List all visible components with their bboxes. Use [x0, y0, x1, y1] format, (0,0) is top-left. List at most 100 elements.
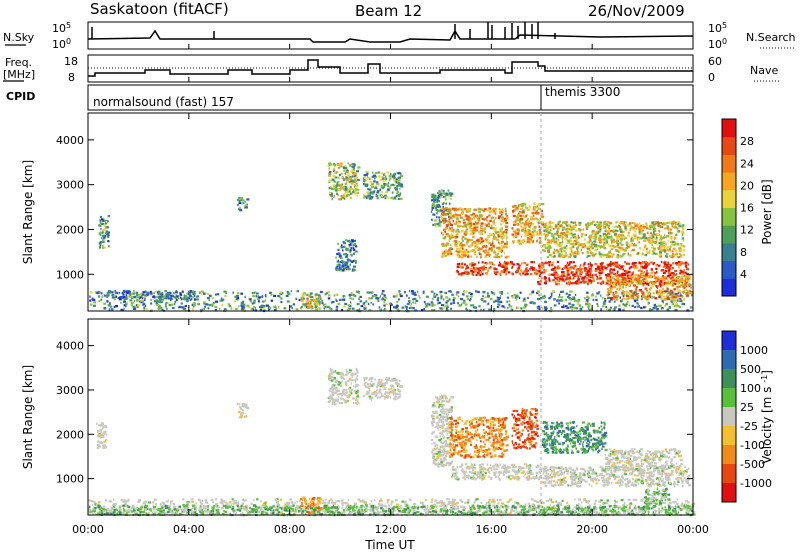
data-cell	[381, 298, 384, 301]
data-cell	[645, 266, 647, 269]
data-cell	[183, 294, 186, 297]
data-cell	[477, 248, 479, 251]
data-cell	[440, 297, 443, 300]
data-cell	[473, 226, 476, 230]
data-cell	[652, 250, 655, 253]
data-cell	[450, 307, 452, 310]
data-cell	[572, 245, 575, 248]
data-cell	[471, 232, 475, 235]
data-cell	[670, 243, 674, 246]
data-cell	[557, 225, 560, 229]
data-cell	[646, 250, 649, 253]
data-cell	[548, 239, 551, 243]
data-cell	[137, 500, 141, 503]
beam-title: Beam 12	[355, 2, 422, 20]
data-cell	[600, 282, 602, 285]
data-cell	[587, 296, 590, 299]
data-cell	[306, 293, 309, 296]
data-cell	[324, 293, 327, 296]
data-cell	[652, 231, 655, 234]
data-cell	[674, 282, 677, 286]
data-cell	[670, 297, 673, 300]
data-cell	[568, 293, 571, 296]
data-cell	[648, 294, 651, 297]
data-cell	[492, 227, 494, 230]
data-cell	[474, 245, 477, 248]
data-cell	[573, 254, 575, 257]
data-cell	[590, 265, 593, 268]
data-cell	[682, 273, 685, 276]
data-cell	[324, 501, 327, 504]
data-cell	[608, 263, 612, 266]
data-cell	[135, 294, 139, 297]
data-cell	[653, 274, 656, 277]
data-cell	[526, 219, 528, 223]
data-cell	[386, 171, 390, 174]
data-cell	[161, 501, 165, 504]
data-cell	[373, 505, 377, 508]
data-cell	[445, 192, 449, 195]
data-cell	[386, 188, 390, 191]
data-cell	[532, 214, 535, 217]
data-cell	[445, 250, 449, 253]
data-cell	[534, 226, 537, 229]
data-cell	[380, 308, 383, 311]
data-cell	[434, 194, 437, 197]
data-cell	[490, 226, 493, 230]
data-cell	[562, 274, 566, 277]
data-cell	[488, 242, 492, 245]
data-cell	[637, 227, 640, 230]
data-cell	[410, 498, 412, 501]
data-cell	[382, 177, 385, 180]
data-cell	[377, 190, 380, 193]
data-cell	[605, 242, 607, 245]
data-cell	[305, 301, 309, 304]
data-cell	[522, 226, 525, 229]
data-cell	[638, 279, 640, 282]
data-cell	[122, 309, 125, 312]
data-cell	[162, 295, 164, 298]
data-cell	[452, 220, 454, 223]
data-cell	[367, 302, 370, 305]
data-cell	[432, 213, 435, 216]
data-cell	[545, 222, 547, 225]
data-cell	[504, 242, 508, 245]
data-cell	[335, 268, 339, 271]
data-cell	[666, 290, 669, 293]
data-cell	[350, 301, 352, 304]
data-cell	[537, 222, 540, 225]
data-cell	[105, 230, 109, 233]
data-cell	[364, 179, 368, 182]
data-cell	[610, 288, 613, 291]
data-cell	[648, 281, 651, 284]
data-cell	[538, 283, 542, 286]
data-cell	[448, 208, 450, 211]
data-cell	[600, 276, 602, 279]
data-cell	[546, 499, 549, 502]
data-cell	[449, 192, 451, 195]
data-cell	[147, 501, 151, 504]
data-cell	[539, 240, 542, 243]
data-cell	[568, 232, 571, 235]
data-cell	[511, 227, 514, 230]
data-cell	[659, 285, 662, 288]
data-cell	[136, 300, 139, 303]
data-cell	[165, 500, 169, 503]
data-cell	[649, 276, 653, 279]
data-cell	[504, 245, 508, 248]
data-cell	[353, 165, 355, 168]
data-cell	[456, 269, 458, 272]
data-cell	[570, 249, 573, 252]
data-cell	[636, 238, 639, 241]
data-cell	[553, 298, 556, 301]
data-cell	[391, 191, 394, 194]
data-cell	[93, 304, 96, 307]
data-cell	[672, 256, 674, 259]
data-cell	[590, 264, 593, 267]
data-cell	[466, 266, 470, 269]
data-cell	[422, 503, 425, 506]
data-cell	[674, 278, 678, 281]
data-cell	[629, 228, 631, 231]
data-cell	[340, 269, 343, 272]
data-cell	[627, 510, 630, 514]
